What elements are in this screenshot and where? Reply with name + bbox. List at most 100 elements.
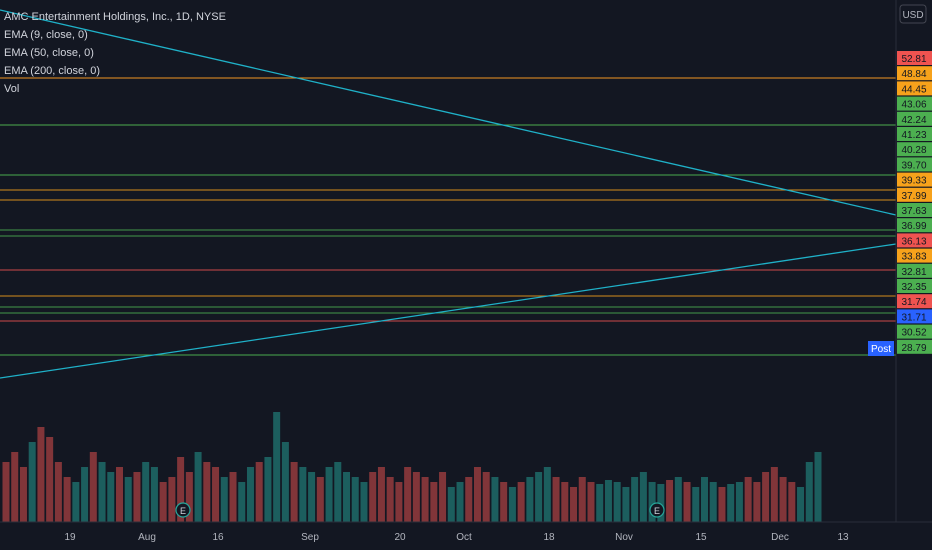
price-level-tag [897, 142, 932, 157]
volume-bar [159, 482, 167, 522]
volume-bar [482, 472, 490, 522]
volume-bar [343, 472, 351, 522]
volume-bar [421, 477, 429, 522]
price-level-tag [897, 339, 932, 354]
volume-bar [203, 462, 211, 522]
price-level-value: 44.45 [901, 84, 926, 95]
price-level-value: 41.23 [901, 130, 926, 141]
volume-bar [369, 472, 377, 522]
ema9-legend[interactable]: EMA (9, close, 0) [4, 29, 88, 41]
price-level-value: 32.35 [901, 282, 926, 293]
volume-bar [700, 477, 708, 522]
time-axis-tick: 15 [695, 532, 707, 543]
price-level-tag [897, 66, 932, 81]
volume-bar [683, 482, 691, 522]
price-level-value: 42.24 [901, 115, 926, 126]
chart-legend: AMC Entertainment Holdings, Inc., 1D, NY… [4, 8, 226, 98]
volume-bar [81, 467, 89, 522]
volume-bar [788, 482, 796, 522]
volume-bar [814, 452, 822, 522]
price-level-tag [897, 81, 932, 96]
ema50-legend[interactable]: EMA (50, close, 0) [4, 47, 94, 59]
volume-bar [770, 467, 778, 522]
volume-bar [535, 472, 543, 522]
price-level-value: 36.13 [901, 236, 926, 247]
volume-bar [657, 484, 665, 522]
volume-bar [264, 457, 272, 522]
downtrend-line [0, 9, 897, 216]
ema200-legend[interactable]: EMA (200, close, 0) [4, 65, 100, 77]
volume-bar [404, 467, 412, 522]
time-axis-tick: 13 [837, 532, 849, 543]
price-level-value: 37.99 [901, 191, 926, 202]
volume-bar [229, 472, 237, 522]
earnings-label: E [654, 506, 660, 516]
time-axis-tick: 18 [543, 532, 555, 543]
volume-bar [779, 477, 787, 522]
volume-bar [508, 487, 516, 522]
price-level-value: 52.81 [901, 54, 926, 65]
volume-bar [63, 477, 71, 522]
volume-bar [561, 482, 569, 522]
symbol-title[interactable]: AMC Entertainment Holdings, Inc., 1D, NY… [4, 11, 226, 23]
price-level-tag [897, 51, 932, 65]
time-axis-tick: Sep [301, 532, 319, 543]
price-level-tag [897, 127, 932, 141]
price-level-value: 33.83 [901, 252, 926, 263]
time-axis-tick: Aug [138, 532, 156, 543]
volume-bar [578, 477, 586, 522]
price-level-value: 30.52 [901, 328, 926, 339]
volume-bar [212, 467, 220, 522]
volume-bar [351, 477, 359, 522]
volume-bar [526, 477, 534, 522]
volume-bar [194, 452, 202, 522]
uptrend-line [0, 243, 897, 379]
time-axis-tick: 16 [212, 532, 224, 543]
volume-bar [89, 452, 97, 522]
volume-bar [107, 472, 115, 522]
price-level-value: 48.84 [901, 69, 926, 80]
price-level-tag [897, 324, 932, 339]
volume-bar [290, 462, 298, 522]
volume-bar [185, 472, 193, 522]
volume-bar [177, 457, 185, 522]
volume-bar [718, 487, 726, 522]
volume-bar [473, 467, 481, 522]
volume-bar [543, 467, 551, 522]
volume-bar [552, 477, 560, 522]
volume-bar [639, 472, 647, 522]
volume-bar [255, 462, 263, 522]
volume-bar [19, 467, 27, 522]
earnings-icon [649, 502, 665, 518]
volume-bar [570, 487, 578, 522]
volume-bar [150, 467, 158, 522]
volume-bar [613, 482, 621, 522]
volume-bar [72, 482, 80, 522]
volume-bar [604, 480, 612, 522]
volume-bar [692, 487, 700, 522]
volume-bar [2, 462, 10, 522]
price-level-value: 39.33 [901, 176, 926, 187]
price-level-tag [897, 309, 932, 324]
volume-bar [299, 467, 307, 522]
currency-badge[interactable]: USD [899, 4, 927, 24]
price-level-tag [897, 279, 932, 293]
price-level-value: 43.06 [901, 100, 926, 111]
volume-bar [500, 482, 508, 522]
volume-bar [735, 482, 743, 522]
volume-bar [377, 467, 385, 522]
price-level-value: 40.28 [901, 145, 926, 156]
post-label: Post [871, 344, 891, 355]
vol-legend[interactable]: Vol [4, 83, 20, 95]
price-level-tag [897, 233, 932, 248]
volume-bar [762, 472, 770, 522]
earnings-icon [175, 502, 191, 518]
price-level-value: 31.71 [901, 312, 926, 323]
price-level-tag [897, 203, 932, 217]
volume-bar [142, 462, 150, 522]
volume-bar [133, 472, 141, 522]
price-level-value: 39.70 [901, 160, 926, 171]
volume-bar [412, 472, 420, 522]
price-level-tag [897, 96, 932, 111]
